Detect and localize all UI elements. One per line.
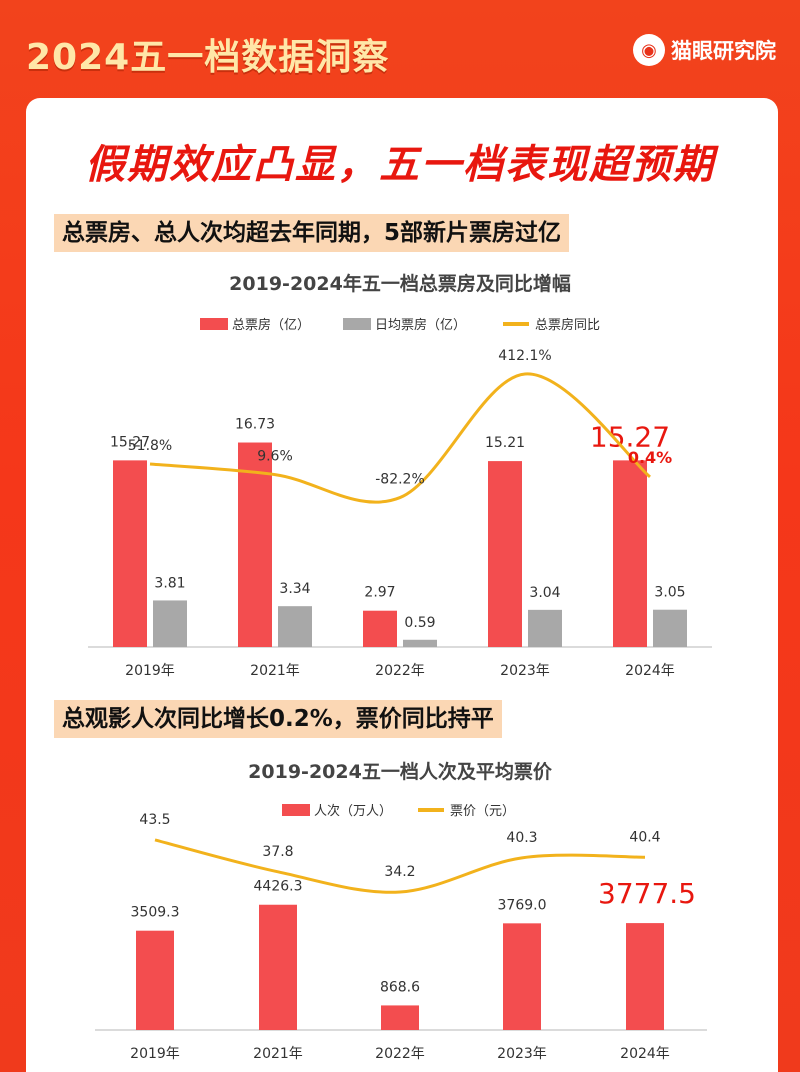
bar-label-total: 2.97: [364, 585, 395, 601]
bar-daily-box-office: [278, 606, 312, 647]
bar-attendance: [626, 923, 664, 1030]
x-tick-label: 2019年: [130, 1046, 180, 1062]
x-tick-label: 2023年: [497, 1046, 547, 1062]
line-label-price: 43.5: [139, 812, 170, 828]
bar-total-box-office: [488, 461, 522, 647]
legend-label: 总票房同比: [535, 317, 600, 333]
line-label-price: 37.8: [262, 844, 293, 860]
bar-label-attendance: 4426.3: [254, 879, 303, 895]
bar-total-box-office: [613, 460, 647, 647]
content-card: [26, 98, 778, 1072]
headline: 假期效应凸显，五一档表现超预期: [85, 142, 715, 188]
cat-eye-icon: ◉: [633, 34, 665, 66]
x-tick-label: 2021年: [253, 1046, 303, 1062]
bar-daily-box-office: [528, 609, 562, 647]
legend-swatch: [282, 804, 310, 816]
chart-title: 2019-2024五一档人次及平均票价: [248, 760, 553, 783]
line-label-price: 40.3: [506, 830, 537, 846]
x-tick-label: 2024年: [620, 1046, 670, 1062]
legend-swatch: [200, 318, 228, 330]
x-tick-label: 2021年: [250, 663, 300, 679]
bar-label-attendance-highlight: 3777.5: [598, 877, 696, 910]
legend-label: 票价（元）: [450, 804, 515, 819]
bar-label-daily: 3.34: [279, 581, 310, 597]
line-label-price: 40.4: [629, 829, 660, 845]
brand-logo: ◉ 猫眼研究院: [633, 34, 776, 66]
x-tick-label: 2019年: [125, 663, 175, 679]
x-tick-label: 2022年: [375, 663, 425, 679]
bar-label-attendance: 868.6: [380, 979, 420, 995]
chart-title: 2019-2024年五一档总票房及同比增幅: [229, 272, 571, 295]
x-tick-label: 2023年: [500, 663, 550, 679]
bar-daily-box-office: [153, 600, 187, 647]
bar-label-attendance: 3769.0: [498, 897, 547, 913]
bar-attendance: [381, 1005, 419, 1030]
bar-total-box-office: [363, 610, 397, 647]
bar-label-daily: 3.05: [654, 585, 685, 601]
bar-daily-box-office: [403, 639, 437, 647]
legend-label: 总票房（亿）: [232, 317, 310, 333]
bar-attendance: [136, 930, 174, 1030]
bar-label-attendance: 3509.3: [131, 905, 180, 921]
section-1-subtitle: 总票房、总人次均超去年同期，5部新片票房过亿: [54, 214, 570, 252]
section-2-subtitle: 总观影人次同比增长0.2%，票价同比持平: [54, 700, 502, 738]
legend-swatch: [343, 318, 371, 330]
bar-label-total: 15.27: [110, 434, 150, 450]
line-label-yoy: 0.4%: [628, 448, 672, 467]
line-label-yoy: 51.8%: [128, 438, 172, 454]
line-label-yoy: -82.2%: [375, 472, 425, 488]
bar-total-box-office: [238, 442, 272, 647]
x-tick-label: 2024年: [625, 663, 675, 679]
header-title: 2024五一档数据洞察: [26, 37, 390, 78]
line-label-price: 34.2: [384, 864, 415, 880]
legend-label: 日均票房（亿）: [375, 317, 466, 333]
bar-label-daily: 3.04: [529, 585, 560, 601]
line-ticket-price: [154, 838, 646, 894]
line-label-yoy: 9.6%: [257, 449, 293, 465]
legend-label: 人次（万人）: [314, 803, 392, 819]
bar-daily-box-office: [653, 609, 687, 647]
bar-label-daily: 0.59: [404, 615, 435, 631]
line-label-yoy: 412.1%: [498, 348, 551, 364]
brand-name: 猫眼研究院: [671, 39, 776, 63]
bar-label-total: 15.21: [485, 435, 525, 451]
bar-total-box-office: [113, 460, 147, 647]
bar-label-total: 16.73: [235, 417, 275, 433]
line-yoy-growth: [149, 372, 651, 504]
bar-attendance: [503, 923, 541, 1030]
bar-label-daily: 3.81: [154, 575, 185, 591]
x-tick-label: 2022年: [375, 1046, 425, 1062]
bar-attendance: [259, 904, 297, 1030]
